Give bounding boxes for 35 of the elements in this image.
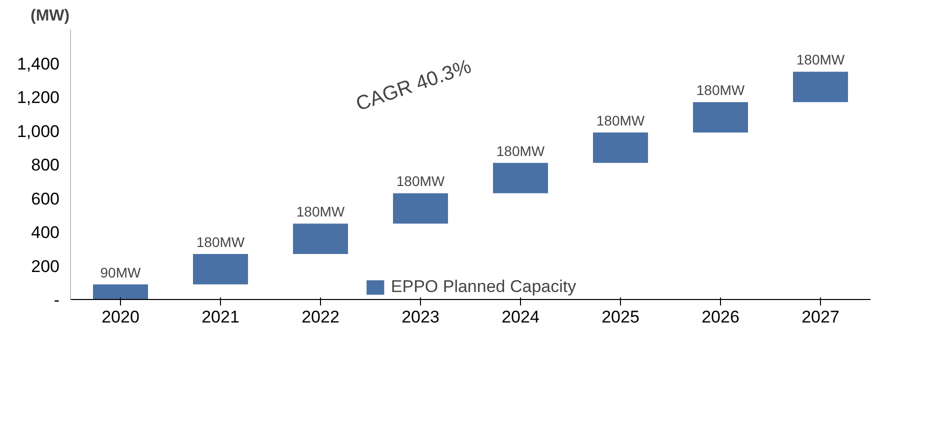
- bar: [793, 72, 848, 102]
- data-label: 90MW: [100, 264, 142, 280]
- data-label: 180MW: [596, 112, 646, 128]
- legend-label: EPPO Planned Capacity: [390, 277, 576, 297]
- bar: [193, 254, 248, 284]
- x-tick-label: 2020: [102, 308, 140, 326]
- annotation: CAGR 40.3%: [353, 56, 474, 116]
- x-tick-label: 2025: [602, 308, 640, 326]
- y-tick-label: 1,200: [16, 88, 60, 107]
- y-tick-label: 1,000: [16, 122, 60, 141]
- x-tick-label: 2021: [202, 308, 240, 326]
- y-axis-title: (MW): [30, 8, 70, 24]
- y-tick-label: 600: [31, 189, 60, 208]
- x-tick-label: 2023: [402, 308, 440, 326]
- x-tick-label: 2026: [702, 308, 740, 326]
- x-tick-label: 2027: [802, 308, 840, 326]
- y-tick-label: 400: [31, 223, 60, 242]
- data-label: 180MW: [696, 82, 746, 98]
- bar: [593, 132, 648, 163]
- data-label: 180MW: [396, 173, 446, 190]
- y-tick-label: 800: [31, 156, 60, 174]
- x-tick-label: 2022: [302, 308, 340, 326]
- data-label: 180MW: [196, 234, 246, 250]
- bar: [93, 284, 148, 300]
- data-label: 180MW: [496, 142, 546, 159]
- bar: [393, 193, 448, 224]
- bar: [693, 102, 748, 132]
- bar: [293, 224, 348, 254]
- y-tick-label: 1,400: [16, 54, 60, 74]
- y-tick-label: -: [54, 290, 60, 310]
- data-label: 180MW: [796, 52, 846, 68]
- x-tick-label: 2024: [502, 308, 540, 326]
- y-tick-label: 200: [31, 256, 60, 276]
- bar: [493, 162, 548, 194]
- data-label: 180MW: [296, 204, 346, 220]
